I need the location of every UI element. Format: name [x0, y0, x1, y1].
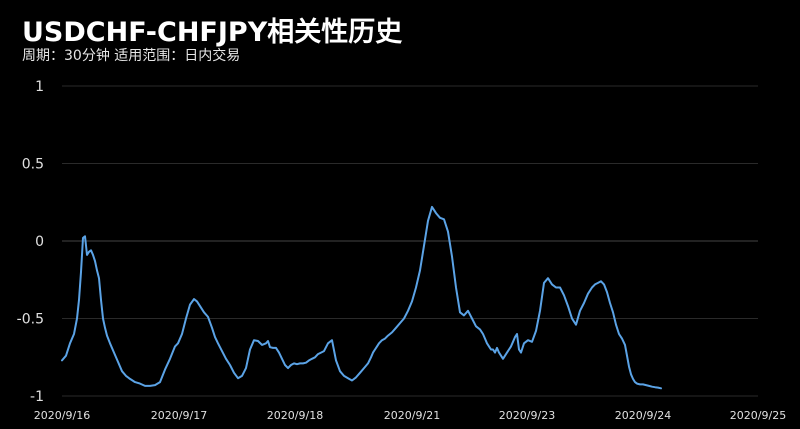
x-tick-label: 2020/9/16: [34, 409, 90, 422]
chart-subtitle: 周期：30分钟 适用范围：日内交易: [22, 48, 241, 64]
y-tick-label: -0.5: [17, 312, 44, 328]
x-tick-label: 2020/9/23: [499, 409, 555, 422]
x-tick-label: 2020/9/25: [730, 409, 786, 422]
y-axis-ticks: 1 0.5 0 -0.5 -1: [17, 79, 44, 405]
y-tick-label: -1: [30, 389, 44, 405]
chart-title: USDCHF-CHFJPY相关性历史: [22, 17, 403, 48]
x-axis-ticks: 2020/9/16 2020/9/17 2020/9/18 2020/9/21 2020…: [34, 409, 786, 422]
x-tick-label: 2020/9/24: [615, 409, 671, 422]
x-tick-label: 2020/9/21: [384, 409, 440, 422]
x-tick-label: 2020/9/17: [151, 409, 207, 422]
y-tick-label: 1: [35, 79, 44, 95]
y-tick-label: 0.5: [22, 157, 44, 173]
y-tick-label: 0: [35, 234, 44, 250]
x-tick-label: 2020/9/18: [267, 409, 323, 422]
gridlines: [62, 85, 758, 397]
correlation-line: [61, 205, 662, 390]
